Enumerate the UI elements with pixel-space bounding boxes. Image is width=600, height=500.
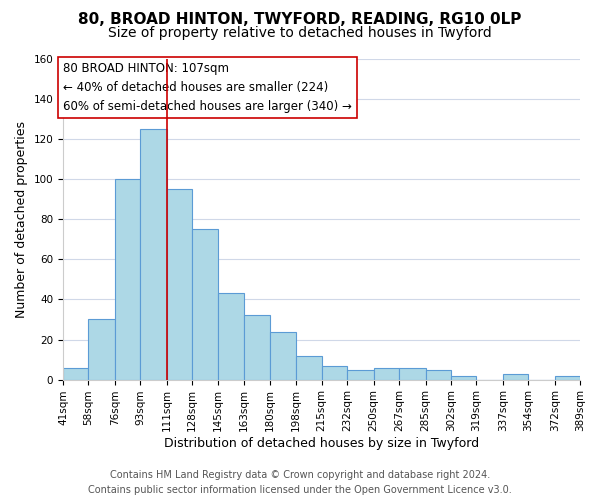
Bar	[244, 316, 269, 380]
Bar	[167, 189, 192, 380]
Text: Size of property relative to detached houses in Twyford: Size of property relative to detached ho…	[108, 26, 492, 40]
Bar	[425, 370, 451, 380]
Text: 80 BROAD HINTON: 107sqm
← 40% of detached houses are smaller (224)
60% of semi-d: 80 BROAD HINTON: 107sqm ← 40% of detache…	[63, 62, 352, 113]
Y-axis label: Number of detached properties: Number of detached properties	[15, 121, 28, 318]
Bar	[296, 356, 322, 380]
Bar	[555, 376, 580, 380]
Bar	[63, 368, 88, 380]
Text: Contains HM Land Registry data © Crown copyright and database right 2024.
Contai: Contains HM Land Registry data © Crown c…	[88, 470, 512, 495]
Text: 80, BROAD HINTON, TWYFORD, READING, RG10 0LP: 80, BROAD HINTON, TWYFORD, READING, RG10…	[79, 12, 521, 28]
Bar	[88, 320, 115, 380]
Bar	[269, 332, 296, 380]
Bar	[192, 230, 218, 380]
Bar	[399, 368, 425, 380]
Bar	[218, 294, 244, 380]
Bar	[503, 374, 528, 380]
Bar	[322, 366, 347, 380]
Bar	[347, 370, 374, 380]
X-axis label: Distribution of detached houses by size in Twyford: Distribution of detached houses by size …	[164, 437, 479, 450]
Bar	[140, 129, 167, 380]
Bar	[451, 376, 476, 380]
Bar	[115, 179, 140, 380]
Bar	[374, 368, 399, 380]
